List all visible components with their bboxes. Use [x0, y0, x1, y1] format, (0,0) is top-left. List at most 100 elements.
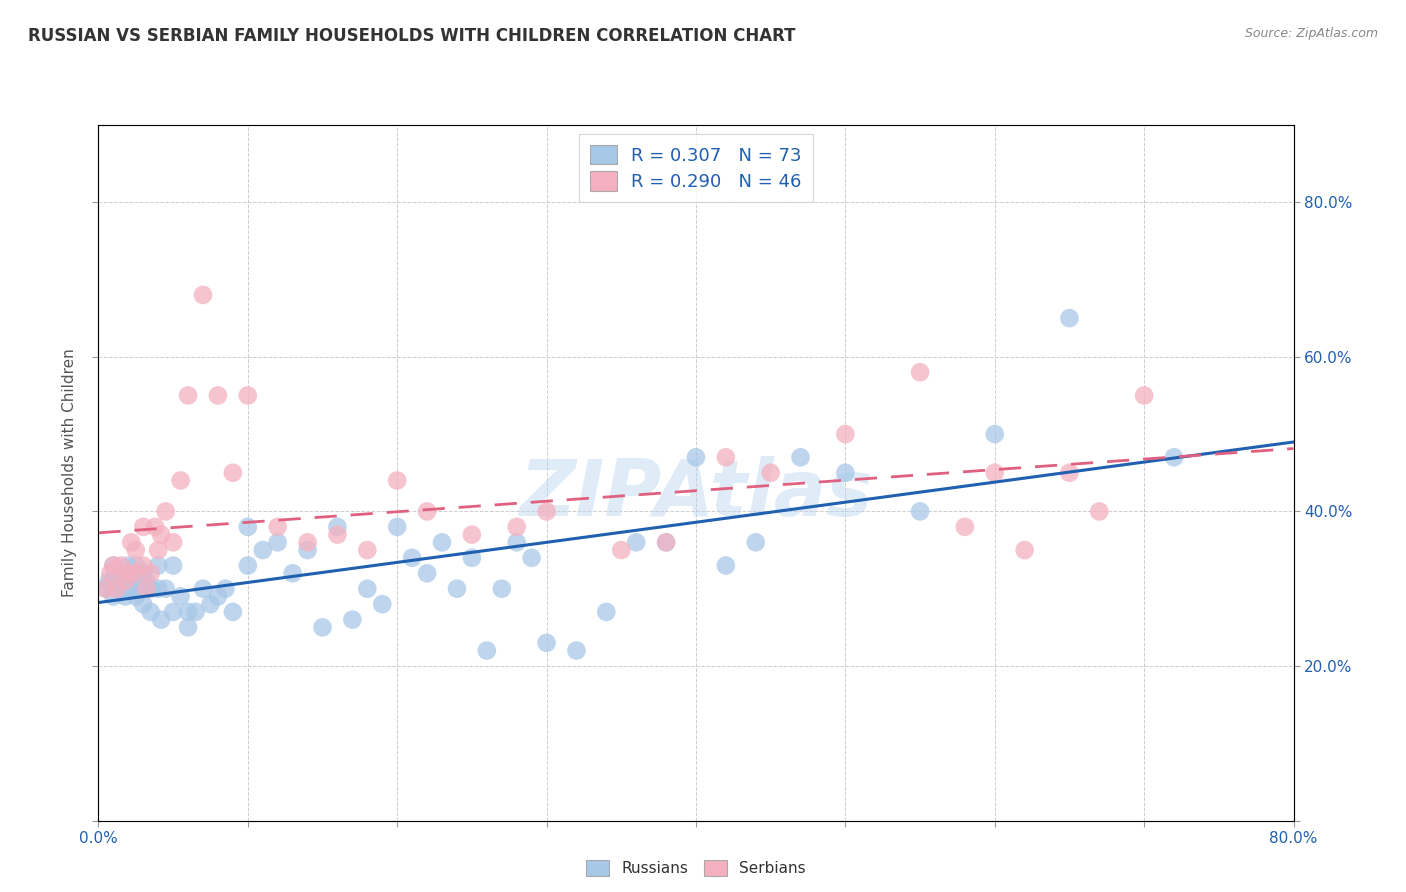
Point: [150, 527, 173, 541]
Point: [475, 643, 498, 657]
Point: [103, 590, 125, 604]
Point: [125, 582, 148, 596]
Point: [252, 543, 274, 558]
Point: [132, 582, 155, 596]
Point: [135, 582, 157, 596]
Point: [356, 543, 378, 558]
Point: [125, 558, 148, 573]
Point: [110, 566, 132, 581]
Point: [120, 582, 142, 596]
Point: [184, 605, 207, 619]
Point: [908, 365, 931, 379]
Point: [834, 466, 856, 480]
Point: [536, 504, 558, 518]
Point: [267, 535, 290, 549]
Point: [139, 605, 162, 619]
Point: [520, 550, 543, 565]
Point: [132, 566, 155, 581]
Point: [150, 613, 173, 627]
Point: [461, 550, 484, 565]
Point: [297, 535, 319, 549]
Point: [125, 566, 148, 581]
Point: [655, 535, 678, 549]
Point: [125, 543, 148, 558]
Point: [103, 558, 125, 573]
Point: [125, 566, 148, 581]
Point: [714, 558, 737, 573]
Point: [297, 543, 319, 558]
Point: [1163, 450, 1185, 465]
Point: [356, 582, 378, 596]
Point: [222, 605, 245, 619]
Point: [169, 474, 191, 488]
Point: [1059, 466, 1081, 480]
Point: [326, 520, 349, 534]
Point: [984, 427, 1007, 442]
Point: [222, 466, 245, 480]
Point: [105, 582, 128, 596]
Point: [536, 636, 558, 650]
Point: [100, 566, 122, 581]
Point: [1088, 504, 1111, 518]
Point: [610, 543, 633, 558]
Point: [207, 388, 229, 402]
Point: [834, 427, 856, 442]
Point: [200, 597, 222, 611]
Point: [506, 520, 529, 534]
Point: [114, 574, 136, 588]
Point: [236, 388, 259, 402]
Point: [162, 605, 184, 619]
Point: [177, 605, 200, 619]
Point: [326, 527, 349, 541]
Point: [132, 558, 155, 573]
Point: [311, 620, 333, 634]
Point: [148, 558, 170, 573]
Point: [385, 474, 409, 488]
Point: [139, 566, 162, 581]
Point: [207, 590, 229, 604]
Point: [1059, 311, 1081, 326]
Point: [416, 504, 439, 518]
Point: [110, 582, 132, 596]
Point: [655, 535, 678, 549]
Point: [491, 582, 513, 596]
Point: [162, 535, 184, 549]
Point: [191, 288, 214, 302]
Point: [236, 520, 259, 534]
Text: ZIPAtlas: ZIPAtlas: [519, 456, 873, 532]
Point: [117, 558, 139, 573]
Point: [236, 558, 259, 573]
Point: [135, 574, 157, 588]
Point: [114, 590, 136, 604]
Point: [120, 535, 142, 549]
Point: [565, 643, 588, 657]
Point: [461, 527, 484, 541]
Point: [685, 450, 707, 465]
Point: [155, 582, 177, 596]
Point: [125, 590, 148, 604]
Point: [117, 566, 139, 581]
Point: [117, 582, 139, 596]
Point: [110, 558, 132, 573]
Point: [385, 520, 409, 534]
Point: [97, 574, 120, 588]
Point: [148, 543, 170, 558]
Point: [177, 620, 200, 634]
Point: [1014, 543, 1036, 558]
Point: [342, 613, 364, 627]
Point: [1133, 388, 1156, 402]
Point: [103, 558, 125, 573]
Point: [155, 504, 177, 518]
Point: [143, 520, 166, 534]
Point: [132, 582, 155, 596]
Point: [177, 388, 200, 402]
Point: [789, 450, 811, 465]
Legend: Russians, Serbians: Russians, Serbians: [581, 854, 811, 882]
Point: [984, 466, 1007, 480]
Point: [416, 566, 439, 581]
Point: [595, 605, 617, 619]
Point: [214, 582, 236, 596]
Point: [162, 558, 184, 573]
Point: [132, 520, 155, 534]
Point: [94, 582, 117, 596]
